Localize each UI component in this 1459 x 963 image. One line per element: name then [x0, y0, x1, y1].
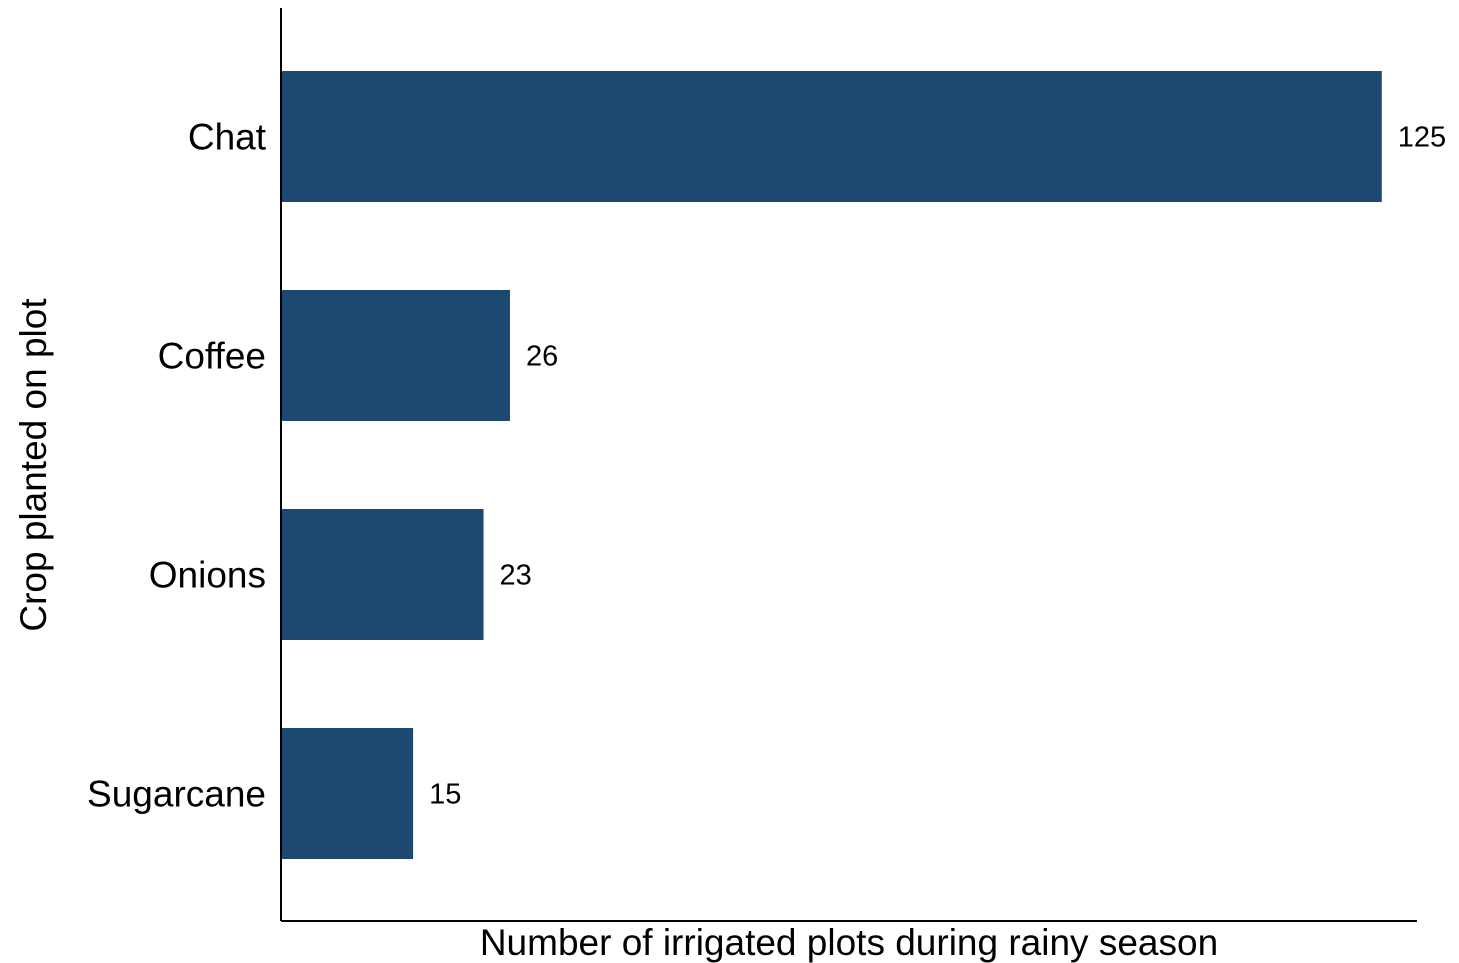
- bar-chat: [281, 71, 1382, 202]
- x-axis-title: Number of irrigated plots during rainy s…: [480, 922, 1218, 963]
- category-label-onions: Onions: [149, 555, 266, 596]
- value-label-sugarcane: 15: [429, 779, 461, 811]
- category-labels: Chat Coffee Onions Sugarcane: [87, 117, 267, 815]
- bar-sugarcane: [281, 728, 414, 859]
- y-axis-title: Crop planted on plot: [13, 298, 54, 632]
- category-label-chat: Chat: [188, 117, 267, 158]
- bars-layer: [281, 71, 1382, 859]
- category-label-coffee: Coffee: [158, 336, 266, 377]
- bar-coffee: [281, 290, 510, 421]
- value-label-onions: 23: [500, 560, 532, 592]
- value-labels: 125 26 23 15: [429, 122, 1446, 811]
- category-label-sugarcane: Sugarcane: [87, 774, 266, 815]
- bar-onions: [281, 509, 484, 640]
- value-label-coffee: 26: [526, 341, 558, 373]
- value-label-chat: 125: [1398, 122, 1446, 154]
